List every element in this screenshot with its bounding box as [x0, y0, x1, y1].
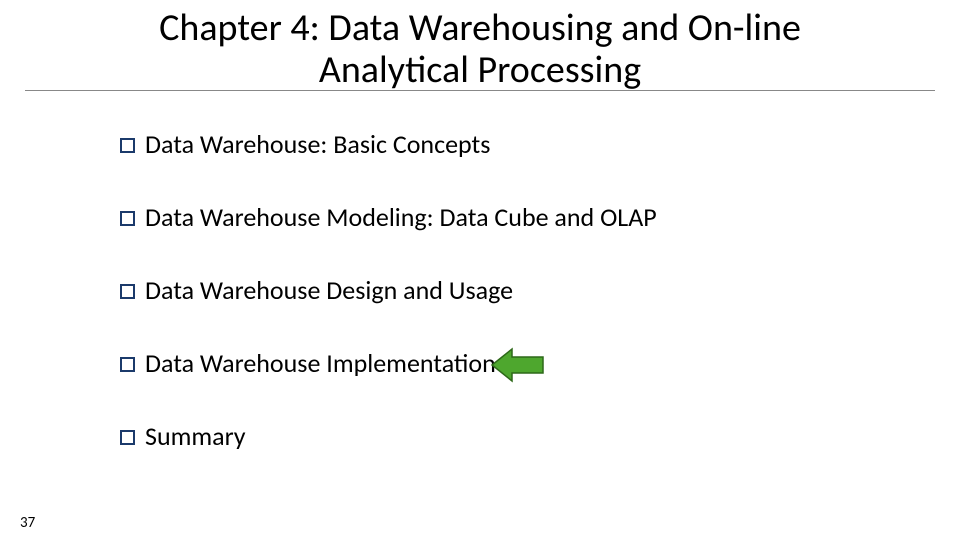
bullet-square-icon — [120, 430, 135, 445]
bullet-list: Data Warehouse: Basic Concepts Data Ware… — [120, 129, 960, 453]
list-item: Data Warehouse Implementation — [120, 348, 960, 379]
title-line-2: Analytical Processing — [319, 47, 641, 93]
bullet-text: Data Warehouse Implementation — [145, 348, 496, 379]
bullet-text: Data Warehouse Modeling: Data Cube and O… — [145, 202, 657, 233]
bullet-square-icon — [120, 138, 135, 153]
list-item: Data Warehouse Design and Usage — [120, 275, 960, 306]
bullet-square-icon — [120, 211, 135, 226]
left-arrow-icon — [490, 346, 545, 384]
slide-title-container: Chapter 4: Data Warehousing and On-line … — [0, 0, 960, 91]
bullet-text: Data Warehouse Design and Usage — [145, 275, 513, 306]
list-item: Summary — [120, 421, 960, 452]
slide-title: Chapter 4: Data Warehousing and On-line … — [129, 8, 831, 92]
title-line-1: Chapter 4: Data Warehousing and On-line — [159, 5, 801, 51]
list-item: Data Warehouse: Basic Concepts — [120, 129, 960, 160]
bullet-text: Data Warehouse: Basic Concepts — [145, 129, 490, 160]
page-number: 37 — [20, 514, 35, 532]
bullet-square-icon — [120, 357, 135, 372]
bullet-text: Summary — [145, 421, 246, 452]
list-item: Data Warehouse Modeling: Data Cube and O… — [120, 202, 960, 233]
bullet-square-icon — [120, 284, 135, 299]
